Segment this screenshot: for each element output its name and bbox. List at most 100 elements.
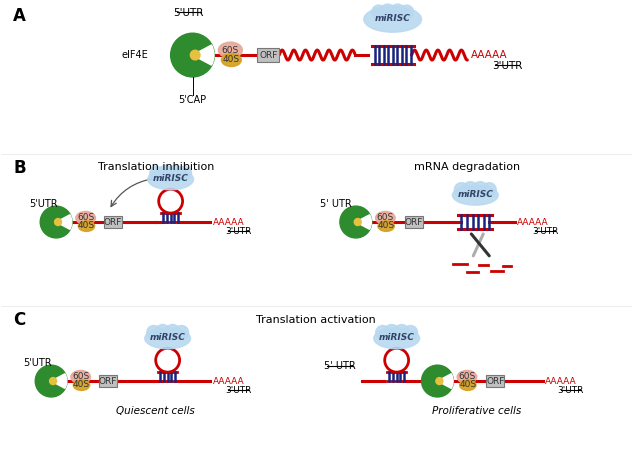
Circle shape xyxy=(150,167,164,180)
Text: 3'UTR: 3'UTR xyxy=(532,227,558,236)
Text: B: B xyxy=(13,159,26,178)
Text: miRISC: miRISC xyxy=(153,174,189,183)
Circle shape xyxy=(384,325,399,340)
Circle shape xyxy=(178,167,192,180)
Ellipse shape xyxy=(78,221,95,232)
Circle shape xyxy=(390,4,406,20)
Circle shape xyxy=(165,325,180,340)
Ellipse shape xyxy=(375,212,395,224)
Circle shape xyxy=(454,183,468,197)
FancyBboxPatch shape xyxy=(99,375,117,387)
Text: 40S: 40S xyxy=(459,380,477,389)
Text: 5'CAP: 5'CAP xyxy=(179,95,206,105)
Circle shape xyxy=(380,4,396,20)
Text: ORF: ORF xyxy=(486,376,505,385)
Text: ORF: ORF xyxy=(404,217,423,227)
Text: 60S: 60S xyxy=(72,372,89,381)
Text: 5'UTR: 5'UTR xyxy=(29,199,58,209)
Text: miRISC: miRISC xyxy=(375,14,411,23)
Text: ORF: ORF xyxy=(259,50,277,59)
Circle shape xyxy=(158,166,173,182)
Text: Quiescent cells: Quiescent cells xyxy=(116,406,195,416)
Text: 40S: 40S xyxy=(378,221,395,230)
Circle shape xyxy=(422,365,453,397)
Text: 3'UTR: 3'UTR xyxy=(558,386,584,395)
Text: eIF4E: eIF4E xyxy=(122,50,149,60)
Text: 60S: 60S xyxy=(222,45,239,54)
Ellipse shape xyxy=(460,380,476,390)
FancyBboxPatch shape xyxy=(404,216,423,228)
Text: 40S: 40S xyxy=(223,54,240,64)
Circle shape xyxy=(394,325,410,340)
Text: 60S: 60S xyxy=(377,213,394,222)
Ellipse shape xyxy=(218,42,242,58)
Circle shape xyxy=(404,326,418,340)
Text: C: C xyxy=(13,311,25,330)
FancyBboxPatch shape xyxy=(104,216,122,228)
Text: 60S: 60S xyxy=(77,213,94,222)
Circle shape xyxy=(35,365,67,397)
Text: miRISC: miRISC xyxy=(150,333,185,342)
Text: 40S: 40S xyxy=(78,221,95,230)
Ellipse shape xyxy=(147,169,194,190)
Circle shape xyxy=(41,206,72,238)
Text: ORF: ORF xyxy=(104,217,122,227)
Text: Translation inhibition: Translation inhibition xyxy=(97,163,214,173)
Circle shape xyxy=(49,378,56,385)
Text: AAAAA: AAAAA xyxy=(213,217,244,227)
Text: 40S: 40S xyxy=(73,380,90,389)
Text: 5' UTR: 5' UTR xyxy=(324,361,356,371)
Circle shape xyxy=(482,183,496,197)
Circle shape xyxy=(171,33,215,77)
Text: miRISC: miRISC xyxy=(458,190,493,199)
Ellipse shape xyxy=(364,6,422,32)
Text: Translation activation: Translation activation xyxy=(256,316,376,326)
Text: mRNA degradation: mRNA degradation xyxy=(414,163,520,173)
Circle shape xyxy=(340,206,372,238)
Wedge shape xyxy=(192,45,214,65)
Circle shape xyxy=(472,182,488,197)
Circle shape xyxy=(54,218,61,226)
Ellipse shape xyxy=(71,370,91,384)
Circle shape xyxy=(376,326,390,340)
Text: 3'UTR: 3'UTR xyxy=(225,227,251,236)
Text: AAAAA: AAAAA xyxy=(472,50,508,60)
Text: Proliferative cells: Proliferative cells xyxy=(432,406,521,416)
Circle shape xyxy=(154,325,171,340)
Ellipse shape xyxy=(457,370,477,384)
Text: 3'UTR: 3'UTR xyxy=(225,386,251,395)
Text: A: A xyxy=(13,7,26,25)
Text: 3'UTR: 3'UTR xyxy=(492,61,522,71)
Wedge shape xyxy=(56,215,72,229)
Text: AAAAA: AAAAA xyxy=(517,217,549,227)
Wedge shape xyxy=(51,374,66,388)
Ellipse shape xyxy=(145,328,191,349)
Text: AAAAA: AAAAA xyxy=(545,376,577,385)
Ellipse shape xyxy=(373,328,420,349)
Ellipse shape xyxy=(453,185,498,205)
Circle shape xyxy=(175,326,189,340)
Text: 5'UTR: 5'UTR xyxy=(173,8,204,18)
Text: miRISC: miRISC xyxy=(379,333,415,342)
Circle shape xyxy=(462,182,479,197)
Wedge shape xyxy=(356,215,372,229)
Circle shape xyxy=(436,378,443,385)
Text: 5'UTR: 5'UTR xyxy=(23,358,52,368)
Text: 60S: 60S xyxy=(458,372,475,381)
Ellipse shape xyxy=(76,212,96,224)
Circle shape xyxy=(399,5,413,19)
Text: 5' UTR: 5' UTR xyxy=(320,199,352,209)
FancyBboxPatch shape xyxy=(257,48,279,62)
Circle shape xyxy=(156,348,180,372)
Circle shape xyxy=(354,218,361,226)
Circle shape xyxy=(147,326,161,340)
Circle shape xyxy=(159,189,182,213)
FancyBboxPatch shape xyxy=(486,375,504,387)
Text: AAAAA: AAAAA xyxy=(213,376,244,385)
Wedge shape xyxy=(437,374,453,388)
Circle shape xyxy=(168,166,184,182)
Ellipse shape xyxy=(378,221,394,232)
Text: ORF: ORF xyxy=(99,376,117,385)
Ellipse shape xyxy=(222,54,241,66)
Circle shape xyxy=(372,5,385,19)
